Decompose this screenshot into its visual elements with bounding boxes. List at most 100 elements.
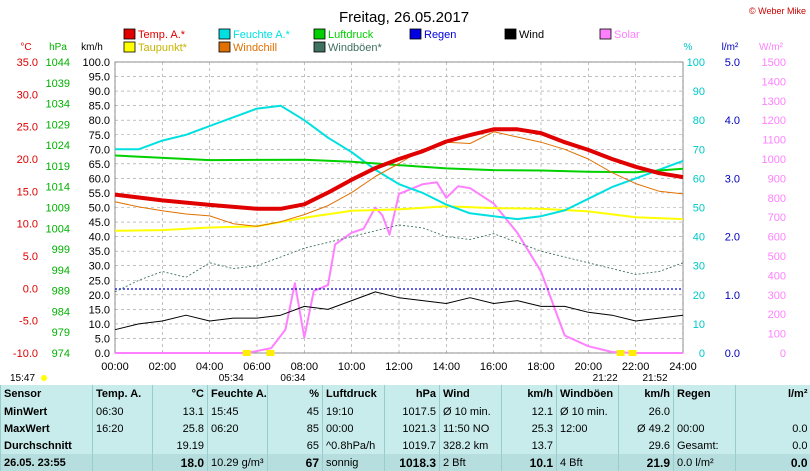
temp-tick-label: -10.0 (13, 348, 38, 360)
table-cell: Ø 49.2 (618, 420, 674, 438)
table-cell: 65 (267, 437, 323, 454)
legend-label: Solar (614, 29, 640, 41)
pressure-tick-label: 1009 (46, 203, 70, 215)
time-tick-label: 16:00 (480, 361, 508, 373)
moon-icon (41, 375, 47, 381)
time-tick-label: 22:00 (622, 361, 650, 373)
series-line-taupunkt (114, 205, 684, 232)
table-cell (207, 437, 268, 454)
humidity-tick-label: 40 (693, 232, 705, 244)
humidity-tick-label: 100 (687, 57, 705, 69)
table-cell: 11:50 NO (439, 420, 502, 438)
wind-tick-label: 35.0 (89, 246, 110, 258)
table-header-row: Sensor Temp. A. °C Feuchte A.% Luftdruck hPa W… (0, 385, 810, 404)
solar-tick-label: 0 (780, 348, 786, 360)
solar-tick-label: 500 (768, 251, 786, 263)
table-cell: 1017.5 (384, 403, 440, 421)
legend-swatch (123, 28, 136, 40)
legend-swatch (123, 41, 136, 53)
humidity-tick-label: 50 (693, 203, 705, 215)
unit-labels: °C hPa km/h% l/m² W/m² (20, 42, 783, 53)
table-cell: 45 (267, 403, 323, 421)
legend-swatch (218, 41, 231, 53)
legend-swatch (218, 28, 231, 40)
temp-tick-label: -5.0 (19, 316, 38, 328)
humidity-tick-label: 30 (693, 261, 705, 273)
table-cell: 328.2 km (439, 437, 502, 454)
table-row: MinWert 06:30 13.1 15:45 45 19:10 1017.5 Ø 10 m… (0, 403, 810, 421)
solar-tick-label: 1300 (762, 96, 786, 108)
table-header-cell: Sensor (0, 385, 93, 404)
legend-swatch (504, 28, 517, 40)
table-cell (92, 454, 153, 471)
temp-tick-label: 10.0 (17, 219, 38, 231)
table-cell: 26.0 (618, 403, 674, 421)
humidity-tick-label: 80 (693, 115, 705, 127)
pressure-tick-label: 979 (52, 327, 70, 339)
solar-tick-label: 900 (768, 173, 786, 185)
rain-tick-label: 1.0 (725, 290, 740, 302)
table-header-cell: Wind (439, 385, 502, 404)
solar-tick-label: 600 (768, 232, 786, 244)
time-tick-label: 12:00 (385, 361, 413, 373)
rain-tick-label: 0.0 (725, 348, 740, 360)
pressure-tick-label: 989 (52, 286, 70, 298)
wind-tick-label: 65.0 (89, 159, 110, 171)
table-header-cell: l/m² (735, 385, 810, 404)
weather-chart: 35.030.025.020.015.010.05.00.0-5.0-10.01… (10, 6, 806, 384)
grid (114, 61, 684, 354)
humidity-tick-label: 20 (693, 290, 705, 302)
temp-tick-label: 5.0 (23, 251, 38, 263)
wind-tick-label: 60.0 (89, 173, 110, 185)
time-tick-label: 24:00 (669, 361, 697, 373)
pressure-tick-label: 1044 (46, 57, 70, 69)
sun-marker-icon (266, 350, 275, 356)
pressure-tick-label: 999 (52, 244, 70, 256)
table-cell: 0.0 (735, 454, 810, 471)
table-cell: 67 (267, 454, 323, 471)
table-cell: 1019.7 (384, 437, 440, 454)
table-cell: MaxWert (0, 420, 93, 438)
table-cell: ^0.8hPa/h (322, 437, 385, 454)
table-row: Durchschnitt 19.19 65 ^0.8hPa/h 1019.7 328.2 … (0, 437, 810, 454)
copyright: © Weber Mike (749, 6, 806, 16)
legend-label: Windchill (233, 42, 277, 54)
temp-tick-label: 20.0 (17, 154, 38, 166)
pressure-tick-label: 1019 (46, 161, 70, 173)
sun-marker-icon (628, 350, 637, 356)
table-cell: 1018.3 (384, 454, 440, 471)
table-row: 26.05. 23:55 18.0 10.29 g/m³ 67 sonnig 1018.3… (0, 454, 810, 471)
solar-tick-label: 300 (768, 290, 786, 302)
pressure-tick-label: 984 (52, 306, 70, 318)
axes: 35.0 30.0 25.0 20.0 15.0 10.0 5.0 0.0 -5.0 -10.0 1… (13, 57, 786, 373)
solar-tick-label: 1200 (762, 115, 786, 127)
rain-tick-label: 5.0 (725, 57, 740, 69)
time-tick-label: 14:00 (433, 361, 461, 373)
table-row: MaxWert 16:20 25.8 06:20 85 00:00 1021.3 11:50 … (0, 420, 810, 438)
unit-label: W/m² (759, 42, 784, 53)
legend: Temp. A.* Feuchte A.* Luftdruck Regen Wind So… (123, 28, 640, 54)
sunset-time: 21:22 (593, 373, 618, 384)
table-cell: 10.1 (501, 454, 557, 471)
temp-tick-label: 15.0 (17, 186, 38, 198)
table-header-cell: Luftdruck (322, 385, 385, 404)
time-tick-label: 18:00 (527, 361, 555, 373)
wind-tick-label: 50.0 (89, 203, 110, 215)
pressure-tick-label: 1024 (46, 140, 70, 152)
table-cell: 16:20 (92, 420, 153, 438)
wind-tick-label: 0.0 (95, 348, 110, 360)
table-header-cell: °C (152, 385, 208, 404)
legend-label: Windböen* (328, 42, 383, 54)
wind-tick-label: 85.0 (89, 101, 110, 113)
wind-tick-label: 70.0 (89, 144, 110, 156)
humidity-tick-label: 60 (693, 173, 705, 185)
wind-tick-label: 75.0 (89, 130, 110, 142)
table-cell: 29.6 (618, 437, 674, 454)
table-cell: 13.7 (501, 437, 557, 454)
wind-tick-label: 100.0 (82, 57, 110, 69)
table-cell: 2 Bft (439, 454, 502, 471)
solar-tick-label: 200 (768, 309, 786, 321)
pressure-tick-label: 974 (52, 348, 70, 360)
table-cell: Gesamt: (673, 437, 736, 454)
table-cell: 10.29 g/m³ (207, 454, 268, 471)
